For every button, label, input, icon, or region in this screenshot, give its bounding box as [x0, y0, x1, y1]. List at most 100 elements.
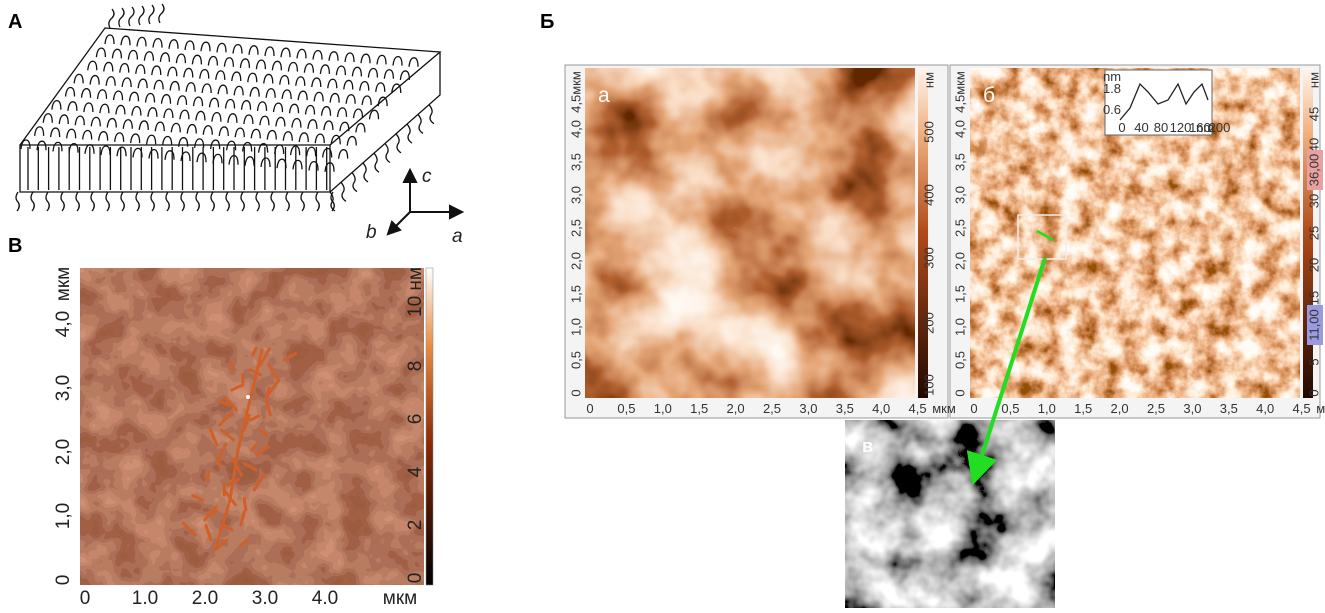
chain	[271, 192, 274, 211]
chain	[272, 61, 281, 70]
chain	[104, 62, 113, 71]
chain	[217, 43, 226, 52]
chain	[296, 77, 305, 86]
chain	[117, 147, 126, 156]
chain	[283, 132, 292, 141]
colorbar-tick-label: 2	[405, 520, 426, 531]
x-tick-label: 4,0	[1256, 401, 1274, 416]
chain	[248, 73, 257, 82]
chain	[59, 115, 68, 124]
chain	[35, 127, 44, 136]
chain	[184, 68, 193, 77]
axis-label: b	[366, 222, 377, 243]
chain	[363, 163, 368, 182]
chain	[100, 104, 109, 113]
chain	[137, 37, 146, 46]
chain	[31, 192, 34, 211]
chain	[312, 78, 321, 87]
y-unit: 4,5мкм	[952, 71, 967, 113]
chain	[266, 89, 275, 98]
chain	[314, 92, 323, 101]
inset-y-tick: 0.6	[1103, 102, 1121, 117]
chain	[299, 133, 308, 142]
x-unit: мкм	[1316, 401, 1325, 416]
colorbar-tick-label: 8	[405, 361, 426, 372]
chain	[61, 192, 64, 211]
chain	[76, 192, 79, 211]
chain	[120, 64, 129, 73]
chain	[51, 128, 60, 137]
chain	[362, 96, 371, 105]
y-tick-label: 2,5	[952, 219, 967, 237]
chain	[155, 122, 164, 131]
chain	[96, 48, 105, 57]
chain	[151, 192, 154, 211]
y-tick-label: 4,0	[952, 120, 967, 138]
chain	[112, 49, 121, 58]
chain	[115, 133, 124, 142]
chain	[186, 83, 195, 92]
colorbar-tick-label: 30	[1306, 194, 1321, 208]
chain	[75, 116, 84, 125]
chain	[320, 65, 329, 74]
chain	[169, 40, 178, 49]
chain	[148, 108, 157, 117]
chain	[324, 121, 333, 130]
image-label: в	[862, 436, 873, 456]
chain	[105, 35, 114, 44]
y-tick-label: 0	[568, 389, 583, 396]
y-tick-label: 1,0	[53, 503, 74, 529]
chain	[374, 153, 379, 172]
chain	[196, 111, 205, 120]
chain	[274, 103, 283, 112]
image-label: б	[983, 84, 995, 107]
chain	[219, 127, 228, 136]
colorbar-marker: 11,00	[1306, 309, 1321, 341]
chain	[336, 66, 345, 75]
colorbar	[426, 268, 433, 585]
x-tick-label: 3,0	[799, 401, 817, 416]
chain	[352, 67, 361, 76]
chain	[282, 90, 291, 99]
y-tick-label: 0,5	[952, 351, 967, 369]
chain	[136, 65, 145, 74]
chain	[409, 58, 418, 67]
chain	[46, 192, 49, 211]
chain	[275, 145, 284, 154]
chain	[315, 134, 324, 143]
chain	[292, 119, 301, 128]
chain	[122, 78, 131, 87]
chain	[306, 106, 315, 115]
chain	[240, 59, 249, 68]
chain	[265, 47, 274, 56]
y-unit: мкм	[53, 267, 74, 301]
chain	[224, 58, 233, 67]
chain	[154, 80, 163, 89]
chain	[91, 192, 94, 211]
colorbar-unit: нм	[1306, 72, 1321, 88]
chain	[121, 192, 124, 211]
axis-label: a	[452, 226, 463, 247]
chain	[418, 114, 423, 133]
chain	[99, 132, 108, 141]
branch	[231, 362, 233, 370]
y-tick-label: 2,0	[952, 252, 967, 270]
chain	[298, 91, 307, 100]
chain	[384, 70, 393, 79]
chain	[341, 182, 346, 201]
y-tick-label: 3,0	[952, 186, 967, 204]
chain	[149, 5, 154, 24]
x-tick-label: 0	[80, 588, 91, 608]
y-tick-label: 3,0	[53, 375, 74, 401]
colorbar	[918, 68, 928, 398]
chain	[210, 98, 219, 107]
chain	[232, 72, 241, 81]
chain	[301, 192, 304, 211]
colorbar-tick-label: 400	[921, 184, 936, 206]
chain	[251, 129, 260, 138]
chain	[178, 96, 187, 105]
x-tick-label: 4.0	[312, 588, 338, 608]
chain	[393, 57, 402, 66]
chain	[195, 139, 204, 148]
x-tick-label: 2.0	[192, 588, 218, 608]
